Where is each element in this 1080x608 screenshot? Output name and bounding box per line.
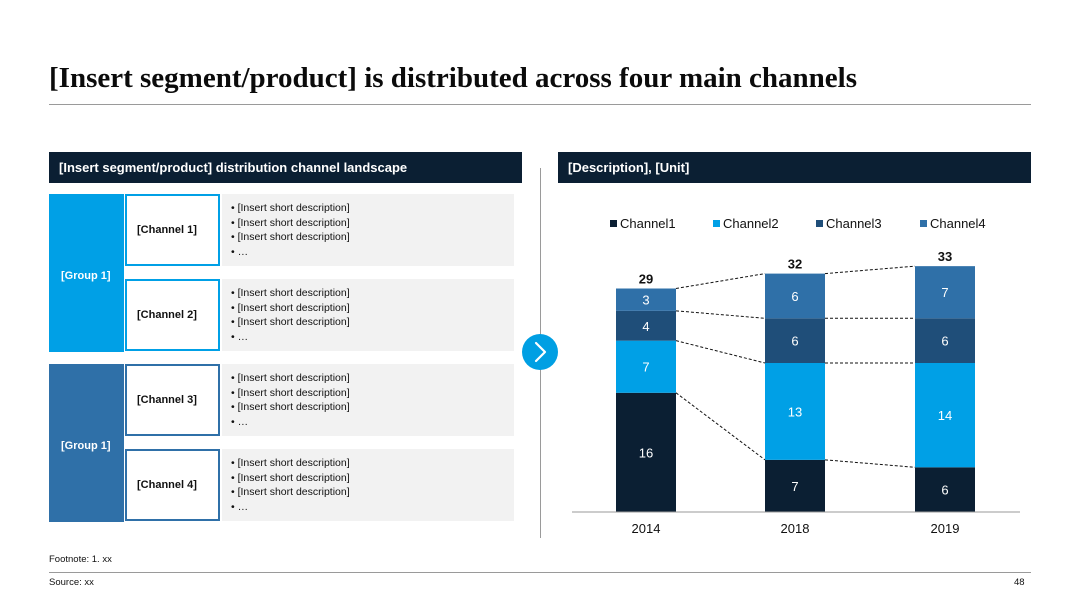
left-panel-header: [Insert segment/product] distribution ch… [49, 152, 522, 183]
title-divider [49, 104, 1031, 105]
source-note: Source: xx [49, 577, 94, 588]
total-label: 29 [639, 272, 653, 287]
channel-description-1: • [Insert short description] • [Insert s… [222, 194, 514, 266]
legend-label: Channel1 [620, 216, 676, 231]
description-bullet: • [Insert short description] [231, 372, 350, 384]
legend-swatch [920, 220, 927, 227]
bar-segment [765, 459, 825, 512]
channel-label: [Channel 3] [137, 394, 197, 406]
description-bullet: • [Insert short description] [231, 486, 350, 499]
channel-description-3: • [Insert short description] • [Insert s… [222, 364, 514, 436]
bar-segment [616, 392, 676, 512]
channel-label: [Channel 4] [137, 479, 197, 491]
data-label: 6 [941, 483, 948, 498]
description-bullet: • [Insert short description] [231, 386, 350, 399]
description-bullet: • … [231, 500, 249, 513]
data-label: 7 [941, 285, 948, 300]
legend-label: Channel3 [826, 216, 882, 231]
connector-line [675, 310, 766, 319]
chevron-right-icon [522, 334, 558, 370]
channel-label: [Channel 2] [137, 309, 197, 321]
description-bullet: • [Insert short description] [231, 202, 350, 214]
footer-divider [49, 572, 1031, 573]
legend-swatch [610, 220, 617, 227]
channel-description-4: • [Insert short description] • [Insert s… [222, 449, 514, 521]
data-label: 7 [642, 360, 649, 375]
connector-line [824, 265, 916, 275]
data-label: 16 [639, 445, 653, 460]
channel-box-2: [Channel 2] [125, 279, 220, 351]
legend-label: Channel4 [930, 216, 986, 231]
data-label: 6 [791, 289, 798, 304]
group-label: [Group 1] [61, 270, 111, 282]
group-block-2: [Group 1] [49, 364, 124, 522]
description-bullet: • … [231, 245, 249, 258]
page-number: 48 [1014, 577, 1025, 588]
description-bullet: • [Insert short description] [231, 316, 350, 329]
description-bullet: • [Insert short description] [231, 471, 350, 484]
data-label: 7 [791, 479, 798, 494]
bar-segment [765, 363, 825, 460]
channel-description-2: • [Insert short description] • [Insert s… [222, 279, 514, 351]
description-bullet: • [Insert short description] [231, 231, 350, 244]
description-bullet: • [Insert short description] [231, 401, 350, 414]
channel-box-3: [Channel 3] [125, 364, 220, 436]
bar-segment [915, 318, 975, 363]
page-title: [Insert segment/product] is distributed … [49, 62, 858, 94]
legend-swatch [713, 220, 720, 227]
data-label: 6 [791, 334, 798, 349]
footnote: Footnote: 1. xx [49, 554, 112, 565]
bar-segment [765, 273, 825, 319]
x-tick-label: 2019 [931, 521, 960, 536]
description-bullet: • [Insert short description] [231, 216, 350, 229]
bar-segment [915, 467, 975, 512]
data-label: 4 [642, 319, 649, 334]
description-bullet: • [Insert short description] [231, 287, 350, 299]
connector-line [675, 273, 766, 289]
connector-line [675, 340, 766, 364]
x-tick-label: 2018 [781, 521, 810, 536]
data-label: 13 [788, 404, 802, 419]
connector-line [824, 459, 916, 468]
bar-segment [616, 288, 676, 311]
stacked-bar-chart: Channel1 Channel2 Channel3 Channel4 16 7 4 3 29 2… [572, 216, 1020, 536]
right-panel-header: [Description], [Unit] [558, 152, 1031, 183]
data-label: 14 [938, 408, 952, 423]
total-label: 33 [938, 249, 952, 264]
bar-segment [915, 266, 975, 319]
description-bullet: • [Insert short description] [231, 457, 350, 469]
bar-segment [616, 310, 676, 341]
channel-label: [Channel 1] [137, 224, 197, 236]
channel-box-4: [Channel 4] [125, 449, 220, 521]
legend-label: Channel2 [723, 216, 779, 231]
total-label: 32 [788, 257, 802, 272]
channel-box-1: [Channel 1] [125, 194, 220, 266]
legend-swatch [816, 220, 823, 227]
connector-line [675, 392, 766, 461]
bar-segment [915, 363, 975, 468]
group-block-1: [Group 1] [49, 194, 124, 352]
description-bullet: • … [231, 415, 249, 428]
group-label: [Group 1] [61, 440, 111, 452]
description-bullet: • … [231, 330, 249, 343]
data-label: 3 [642, 293, 649, 308]
data-label: 6 [941, 334, 948, 349]
description-bullet: • [Insert short description] [231, 301, 350, 314]
bar-segment [616, 340, 676, 393]
bar-segment [765, 318, 825, 363]
x-tick-label: 2014 [632, 521, 661, 536]
